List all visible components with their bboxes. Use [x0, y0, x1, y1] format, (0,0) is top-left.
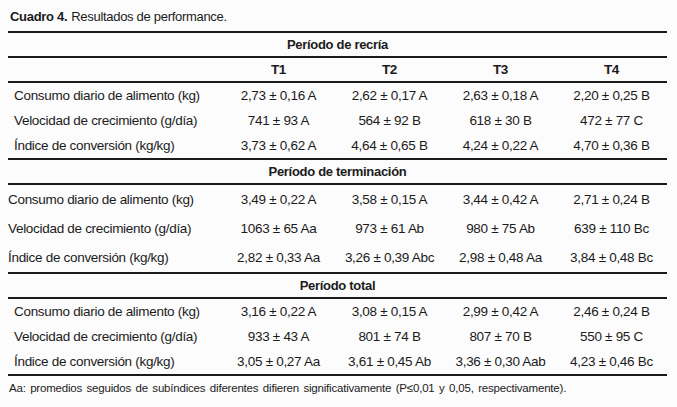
value-cell: 4,24 ± 0,22 A [445, 133, 556, 159]
value-cell: 3,05 ± 0,27 Aa [223, 349, 334, 375]
table-caption-text: Resultados de performance. [71, 9, 227, 24]
table-row: Consumo diario de alimento (kg) 3,49 ± 0… [8, 184, 667, 214]
column-header-t4: T4 [556, 57, 667, 82]
value-cell: 3,26 ± 0,39 Abc [334, 243, 445, 273]
value-cell: 4,70 ± 0,36 B [556, 133, 667, 159]
row-label: Velocidad de crecimiento (g/día) [8, 108, 223, 133]
column-header-row: T1 T2 T3 T4 [8, 57, 667, 82]
value-cell: 933 ± 43 A [223, 324, 334, 349]
column-header-t2: T2 [334, 57, 445, 82]
row-label: Consumo diario de alimento (kg) [8, 184, 223, 214]
table-caption-number: Cuadro 4. [10, 9, 67, 24]
table-footnote: Aa: promedios seguidos de subíndices dif… [8, 376, 667, 395]
section-header-row-total: Período total [8, 273, 667, 298]
value-cell: 3,49 ± 0,22 A [223, 184, 334, 214]
value-cell: 980 ± 75 Ab [445, 214, 556, 243]
row-label: Índice de conversión (kg/kg) [8, 133, 223, 159]
value-cell: 3,84 ± 0,48 Bc [556, 243, 667, 273]
value-cell: 550 ± 95 C [556, 324, 667, 349]
table-row: Consumo diario de alimento (kg) 3,16 ± 0… [8, 298, 667, 324]
column-header-empty [8, 57, 223, 82]
table-row: Velocidad de crecimiento (g/día) 741 ± 9… [8, 108, 667, 133]
table-caption: Cuadro 4. Resultados de performance. [10, 9, 667, 25]
row-label: Velocidad de crecimiento (g/día) [8, 214, 223, 243]
value-cell: 2,98 ± 0,48 Aa [445, 243, 556, 273]
column-header-t1: T1 [223, 57, 334, 82]
table-row: Velocidad de crecimiento (g/día) 1063 ± … [8, 214, 667, 243]
value-cell: 2,71 ± 0,24 B [556, 184, 667, 214]
value-cell: 2,99 ± 0,42 A [445, 298, 556, 324]
row-label: Índice de conversión (kg/kg) [8, 243, 223, 273]
row-label: Consumo diario de alimento (kg) [8, 298, 223, 324]
value-cell: 807 ± 70 B [445, 324, 556, 349]
value-cell: 973 ± 61 Ab [334, 214, 445, 243]
value-cell: 3,44 ± 0,42 A [445, 184, 556, 214]
section-header-terminacion: Período de terminación [8, 159, 667, 184]
value-cell: 472 ± 77 C [556, 108, 667, 133]
value-cell: 564 ± 92 B [334, 108, 445, 133]
value-cell: 3,61 ± 0,45 Ab [334, 349, 445, 375]
paper-table-figure: Cuadro 4. Resultados de performance. Perí… [0, 0, 677, 407]
value-cell: 801 ± 74 B [334, 324, 445, 349]
row-label: Índice de conversión (kg/kg) [8, 349, 223, 375]
section-header-row-recria: Período de recría [8, 32, 667, 57]
table-row: Velocidad de crecimiento (g/día) 933 ± 4… [8, 324, 667, 349]
value-cell: 3,73 ± 0,62 A [223, 133, 334, 159]
row-label: Velocidad de crecimiento (g/día) [8, 324, 223, 349]
column-header-t3: T3 [445, 57, 556, 82]
table-row: Índice de conversión (kg/kg) 3,73 ± 0,62… [8, 133, 667, 159]
value-cell: 618 ± 30 B [445, 108, 556, 133]
row-label: Consumo diario de alimento (kg) [8, 82, 223, 108]
table-row: Índice de conversión (kg/kg) 2,82 ± 0,33… [8, 243, 667, 273]
performance-table: Período de recría T1 T2 T3 T4 Consumo di… [8, 31, 667, 376]
value-cell: 2,82 ± 0,33 Aa [223, 243, 334, 273]
value-cell: 2,20 ± 0,25 B [556, 82, 667, 108]
value-cell: 4,23 ± 0,46 Bc [556, 349, 667, 375]
value-cell: 1063 ± 65 Aa [223, 214, 334, 243]
value-cell: 3,36 ± 0,30 Aab [445, 349, 556, 375]
value-cell: 639 ± 110 Bc [556, 214, 667, 243]
value-cell: 3,08 ± 0,15 A [334, 298, 445, 324]
value-cell: 3,58 ± 0,15 A [334, 184, 445, 214]
section-header-recria: Período de recría [8, 32, 667, 57]
table-row: Consumo diario de alimento (kg) 2,73 ± 0… [8, 82, 667, 108]
table-row: Índice de conversión (kg/kg) 3,05 ± 0,27… [8, 349, 667, 375]
value-cell: 2,62 ± 0,17 A [334, 82, 445, 108]
section-header-row-terminacion: Período de terminación [8, 159, 667, 184]
value-cell: 2,73 ± 0,16 A [223, 82, 334, 108]
value-cell: 741 ± 93 A [223, 108, 334, 133]
value-cell: 2,63 ± 0,18 A [445, 82, 556, 108]
value-cell: 4,64 ± 0,65 B [334, 133, 445, 159]
value-cell: 2,46 ± 0,24 B [556, 298, 667, 324]
value-cell: 3,16 ± 0,22 A [223, 298, 334, 324]
section-header-total: Período total [8, 273, 667, 298]
